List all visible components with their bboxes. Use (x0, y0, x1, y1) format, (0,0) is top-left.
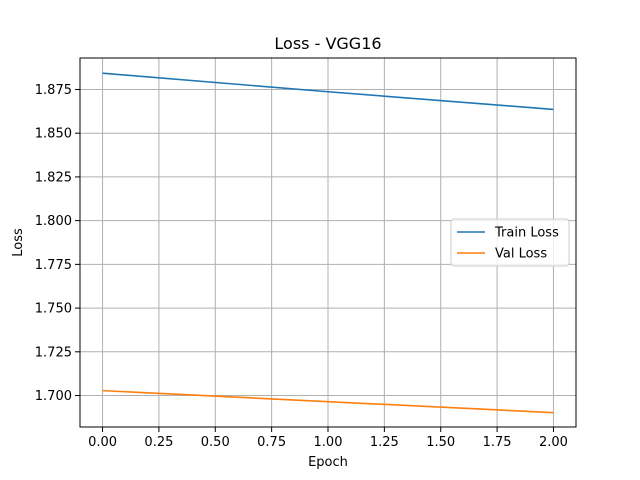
series-line-val-loss (102, 389, 554, 414)
x-tick-label: 1.50 (426, 435, 455, 450)
y-tick-label: 1.775 (35, 258, 72, 273)
y-tick-label: 1.850 (35, 127, 72, 142)
y-tick-label: 1.700 (35, 389, 72, 404)
y-tick-label: 1.875 (35, 83, 72, 98)
x-tick-label: 1.00 (314, 435, 343, 450)
y-tick-label: 1.825 (35, 170, 72, 185)
y-tick-label: 1.800 (35, 214, 72, 229)
y-axis-label: Loss (11, 228, 26, 257)
x-tick-label: 0.25 (144, 435, 173, 450)
x-tick-label: 1.75 (483, 435, 512, 450)
grid (80, 58, 576, 427)
y-axis-ticks: 1.700 1.725 1.750 1.775 1.800 1.825 1.850 1.875 (35, 83, 80, 404)
legend-box (450, 218, 570, 267)
y-tick-label: 1.725 (35, 345, 72, 360)
x-tick-label: 0.50 (201, 435, 230, 450)
series-line-train-loss (102, 72, 554, 111)
x-axis-label: Epoch (308, 455, 348, 470)
x-tick-label: 1.25 (370, 435, 399, 450)
legend: Train Loss Val Loss (450, 218, 570, 267)
y-tick-label: 1.750 (35, 302, 72, 317)
legend-label: Val Loss (495, 247, 547, 262)
chart-title: Loss - VGG16 (274, 34, 381, 53)
series-lines (102, 72, 554, 414)
legend-label: Train Loss (494, 226, 559, 241)
x-tick-label: 0.00 (88, 435, 117, 450)
x-tick-label: 2.00 (539, 435, 568, 450)
x-axis-ticks: 0.00 0.25 0.50 0.75 1.00 1.25 1.50 1.75 2.00 (88, 427, 568, 450)
x-tick-label: 0.75 (257, 435, 286, 450)
